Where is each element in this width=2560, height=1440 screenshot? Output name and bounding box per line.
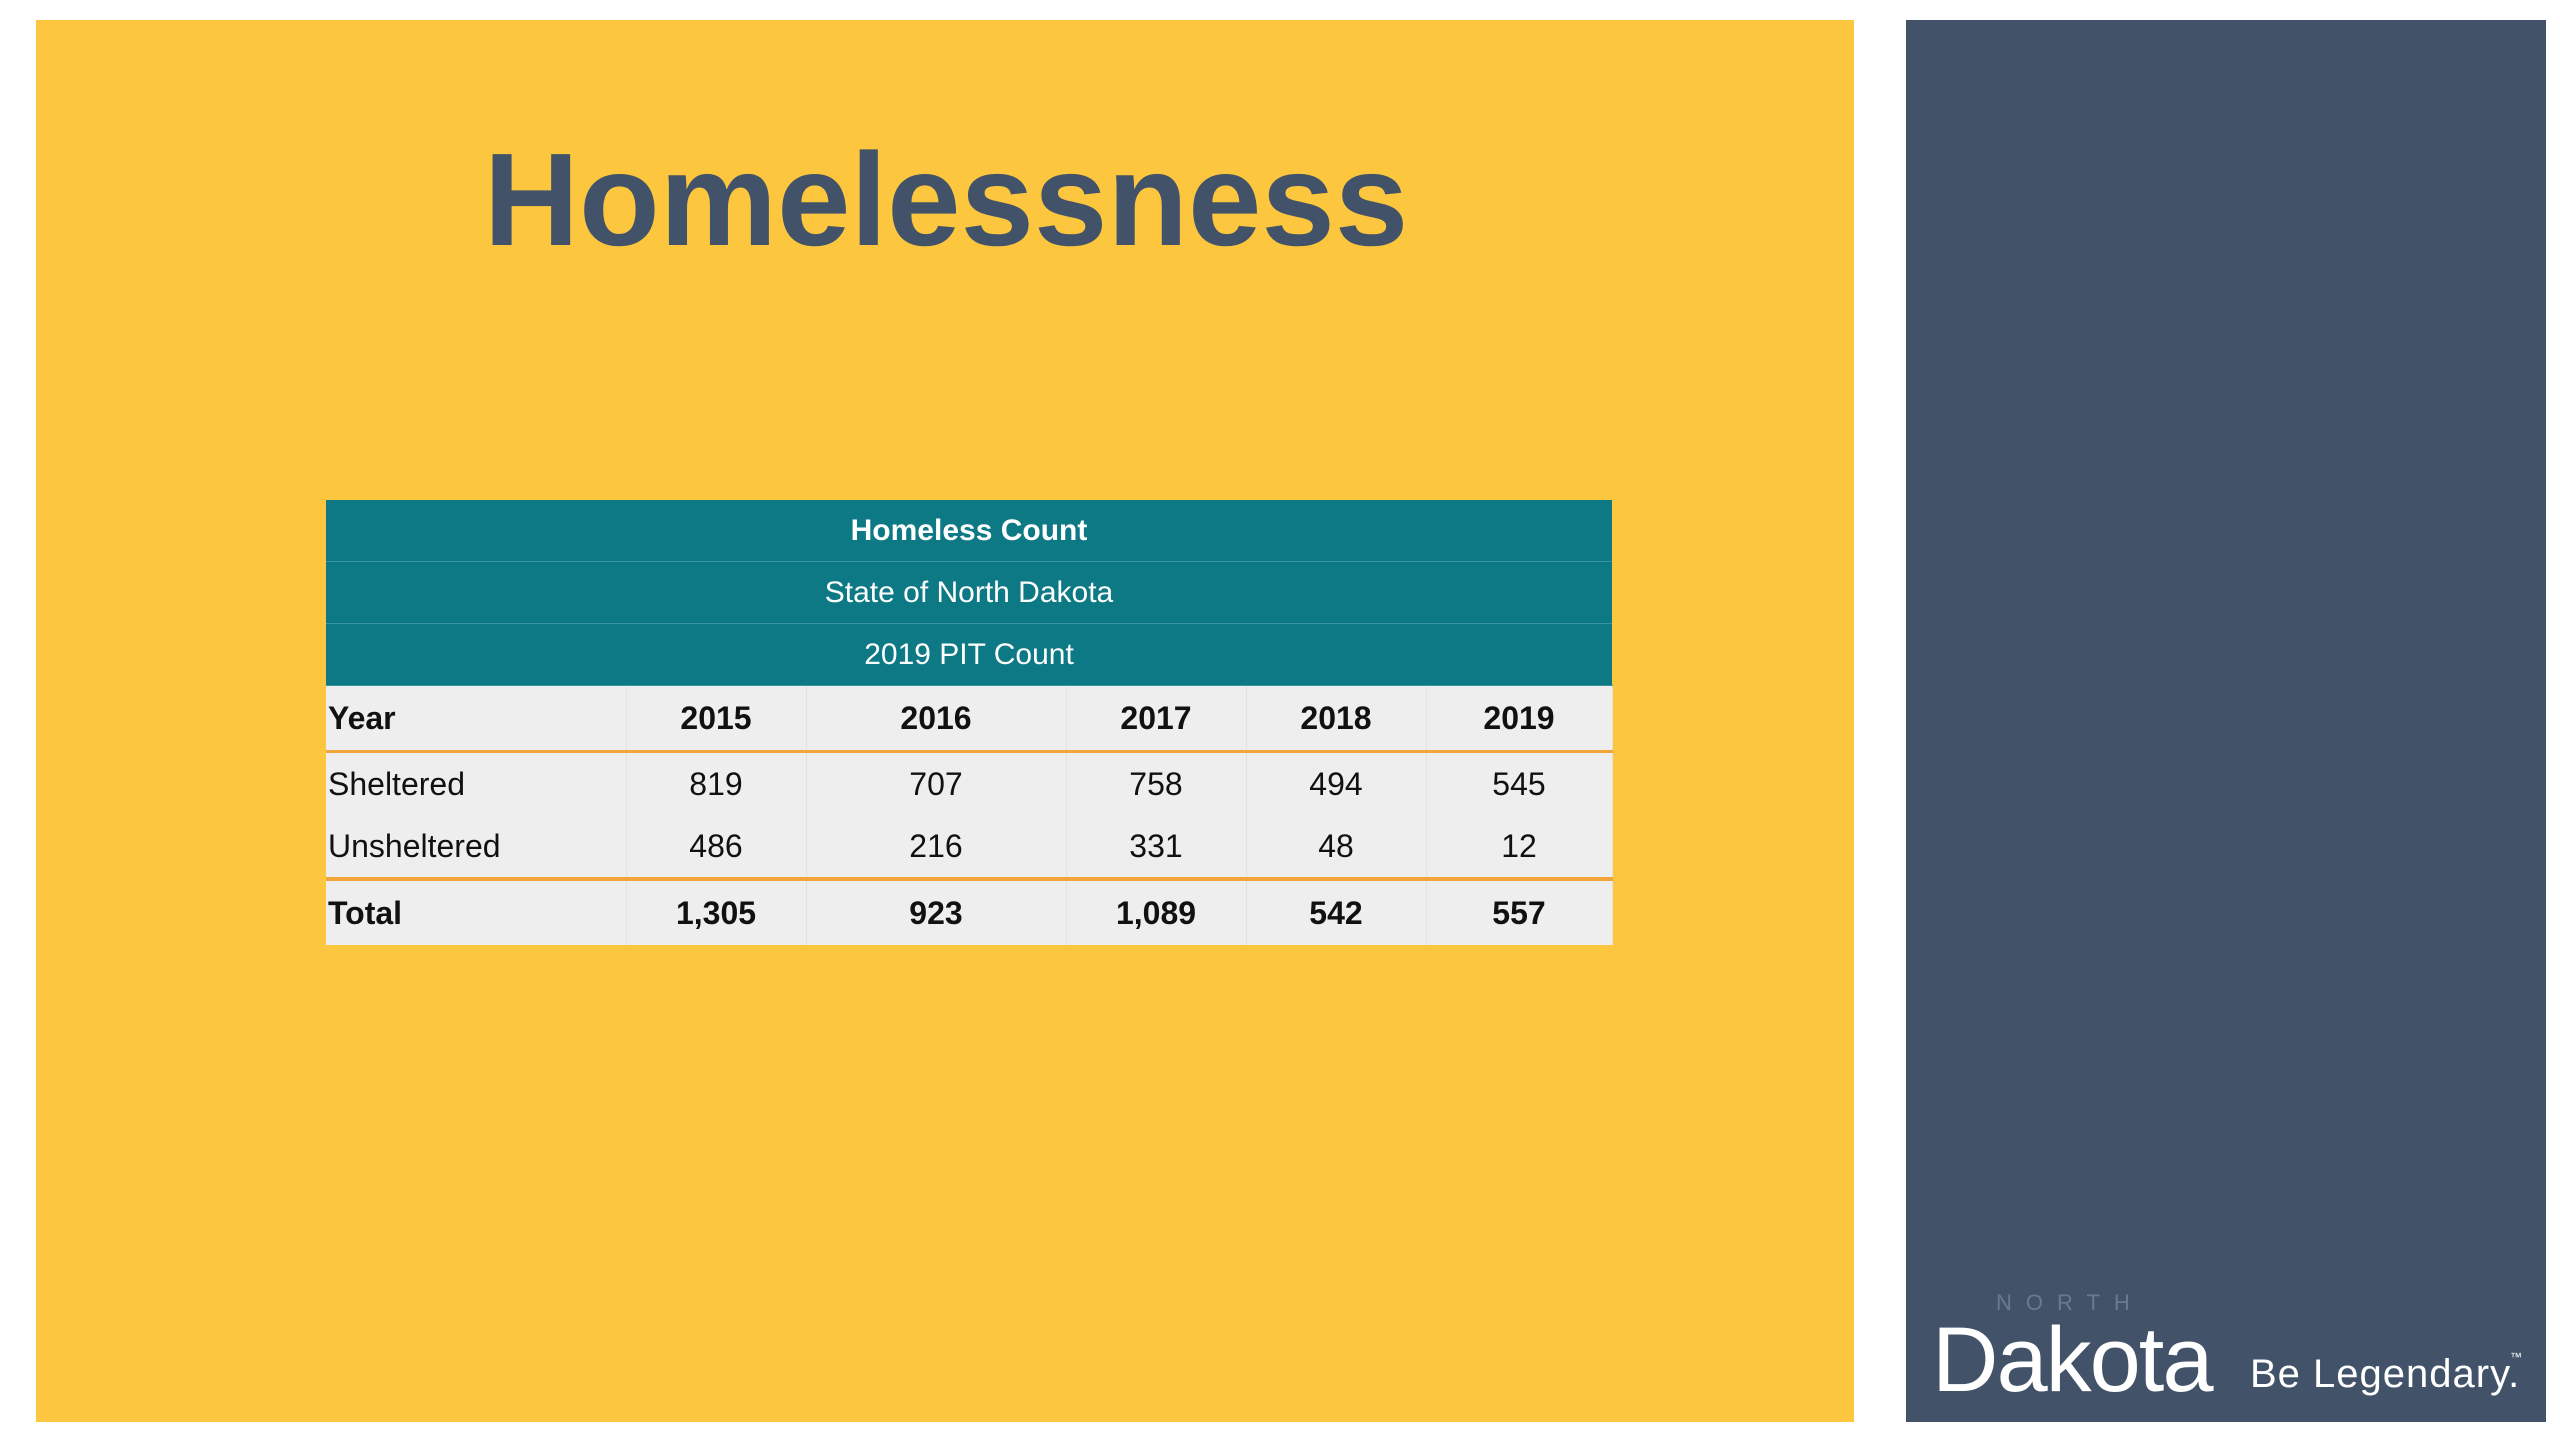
logo-tagline: Be Legendary. xyxy=(2250,1352,2521,1396)
total-cell: 1,305 xyxy=(626,877,807,945)
side-brand-panel: NORTH Dakota Be Legendary. ™ xyxy=(1906,20,2546,1422)
total-cell: 923 xyxy=(806,877,1067,945)
table-cell: 486 xyxy=(626,815,807,879)
table-header-row: Homeless Count xyxy=(326,500,1612,562)
slide-title-text: Homelessness xyxy=(483,126,1409,273)
logo-north-text: NORTH xyxy=(1996,1290,2144,1315)
column-header: 2017 xyxy=(1066,685,1247,753)
column-header: 2016 xyxy=(806,685,1067,753)
table-cell: 48 xyxy=(1246,815,1427,879)
table-cell: 494 xyxy=(1246,751,1427,815)
total-label: Total xyxy=(326,877,627,945)
table-cell: 216 xyxy=(806,815,1067,879)
homeless-count-table: Homeless Count State of North Dakota 201… xyxy=(326,500,1613,945)
table-header-row: 2019 PIT Count xyxy=(326,623,1612,686)
homeless-count-table-container: Homeless Count State of North Dakota 201… xyxy=(326,500,1613,945)
table-row: Sheltered 819 707 758 494 545 xyxy=(326,751,1613,815)
table-cell: 12 xyxy=(1426,815,1613,879)
table-cell: 545 xyxy=(1426,751,1613,815)
slide-title: Homelessness xyxy=(36,120,1854,280)
table-column-header-row: Year 2015 2016 2017 2018 2019 xyxy=(326,685,1613,753)
table-header-title: Homeless Count xyxy=(326,500,1612,562)
trademark-mark: ™ xyxy=(2510,1350,2522,1364)
total-cell: 1,089 xyxy=(1066,877,1247,945)
table-header-caption: 2019 PIT Count xyxy=(326,623,1612,686)
table-cell: 331 xyxy=(1066,815,1247,879)
north-dakota-logo: NORTH Dakota Be Legendary. ™ xyxy=(1906,1260,2546,1411)
row-label: Unsheltered xyxy=(326,815,627,879)
table-cell: 819 xyxy=(626,751,807,815)
logo-dakota-text: Dakota xyxy=(1932,1309,2213,1411)
table-cell: 758 xyxy=(1066,751,1247,815)
main-content-panel: Homelessness Homeless Count State of xyxy=(36,20,1854,1422)
total-cell: 557 xyxy=(1426,877,1613,945)
column-header: 2018 xyxy=(1246,685,1427,753)
table-cell: 707 xyxy=(806,751,1067,815)
column-header: 2015 xyxy=(626,685,807,753)
table-header-subtitle: State of North Dakota xyxy=(326,561,1612,624)
row-label: Sheltered xyxy=(326,751,627,815)
table-row: Unsheltered 486 216 331 48 12 xyxy=(326,815,1613,879)
table-header-row: State of North Dakota xyxy=(326,561,1612,624)
table-total-row: Total 1,305 923 1,089 542 557 xyxy=(326,877,1613,945)
total-cell: 542 xyxy=(1246,877,1427,945)
column-header: Year xyxy=(326,685,627,753)
column-header: 2019 xyxy=(1426,685,1613,753)
